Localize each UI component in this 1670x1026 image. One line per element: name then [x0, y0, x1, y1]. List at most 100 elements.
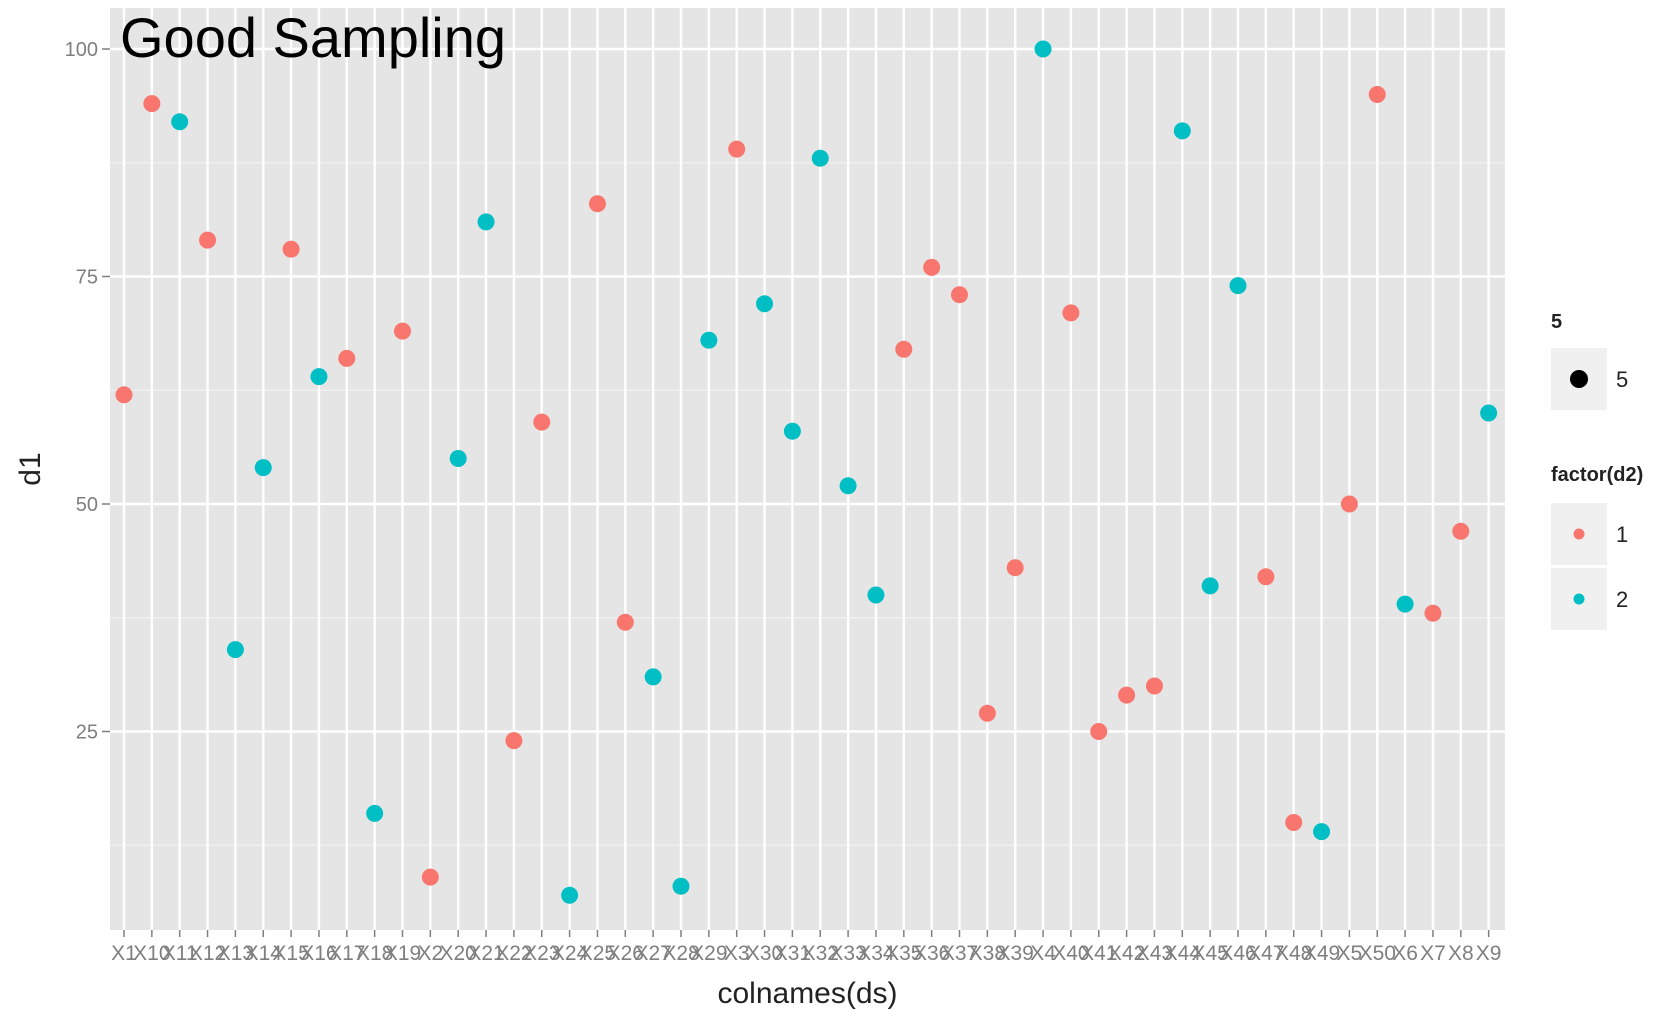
data-point: [1424, 604, 1442, 622]
data-point: [505, 732, 523, 750]
data-point: [616, 613, 634, 631]
x-tick-label: X44: [1164, 942, 1202, 965]
data-point: [756, 295, 774, 313]
x-tick-label: X43: [1136, 942, 1173, 965]
data-point: [1090, 723, 1108, 740]
data-point: [1480, 404, 1498, 422]
data-point: [978, 704, 996, 722]
data-point: [199, 231, 217, 249]
x-tick-label: X39: [997, 942, 1034, 965]
data-point: [226, 641, 244, 659]
data-point: [951, 286, 968, 304]
data-point: [1145, 677, 1163, 695]
x-tick-label: X50: [1359, 942, 1396, 965]
grid-lines: [110, 8, 1505, 930]
data-point: [254, 459, 272, 477]
data-point: [1118, 686, 1136, 704]
data-point: [143, 95, 161, 113]
data-point: [588, 195, 606, 213]
data-point: [1173, 122, 1191, 140]
x-tick-label: X37: [941, 942, 978, 965]
legend-size-title: 5: [1551, 311, 1562, 333]
x-tick-label: X9: [1476, 942, 1502, 965]
x-tick-label: X23: [523, 942, 560, 965]
data-point: [171, 113, 189, 131]
x-tick-label: X7: [1420, 942, 1446, 965]
data-point: [839, 477, 857, 495]
plot-panel: [110, 8, 1505, 930]
x-axis: X1X10X11X12X13X14X15X16X17X18X19X2X20X21…: [111, 930, 1501, 965]
data-point: [477, 213, 495, 231]
data-point: [783, 422, 801, 440]
x-tick-label: X42: [1108, 942, 1145, 965]
x-tick-label: X38: [969, 942, 1006, 965]
x-tick-label: X17: [328, 942, 365, 965]
legend-color-marker-2: [1573, 593, 1585, 605]
data-point: [1062, 304, 1080, 322]
x-tick-label: X16: [300, 942, 337, 965]
legend-color-marker-1: [1573, 528, 1585, 540]
data-points: [115, 40, 1498, 904]
data-point: [1313, 823, 1331, 841]
x-tick-label: X2: [418, 942, 444, 965]
x-tick-label: X8: [1448, 942, 1474, 965]
overlay-title: Good Sampling: [120, 6, 507, 69]
data-point: [449, 450, 467, 467]
x-tick-label: X33: [829, 942, 866, 965]
data-point: [561, 886, 579, 904]
data-point: [644, 668, 662, 686]
y-axis: 25 50 75 100: [65, 39, 110, 744]
data-point: [728, 140, 746, 158]
x-tick-label: X28: [662, 942, 699, 965]
x-tick-label: X49: [1303, 942, 1340, 965]
x-tick-label: X29: [690, 942, 727, 965]
x-tick-label: X11: [162, 942, 198, 965]
data-point: [1006, 559, 1024, 577]
legend-color-label-1: 1: [1616, 522, 1628, 547]
data-point: [310, 368, 328, 386]
data-point: [672, 877, 690, 895]
x-tick-label: X34: [857, 942, 895, 965]
x-tick-label: X26: [607, 942, 644, 965]
x-tick-label: X41: [1080, 942, 1117, 965]
data-point: [338, 349, 356, 367]
x-axis-title: colnames(ds): [717, 977, 897, 1010]
y-tick-label: 25: [76, 722, 98, 744]
legend-color-label-2: 2: [1616, 587, 1628, 612]
data-point: [700, 331, 718, 349]
data-point: [394, 322, 411, 340]
data-point: [1285, 814, 1303, 831]
x-tick-label: X3: [724, 942, 750, 965]
legend-size-label: 5: [1616, 367, 1628, 392]
legend: 5 5 factor(d2) 1 2: [1551, 311, 1643, 630]
x-tick-label: X15: [272, 942, 309, 965]
x-tick-label: X10: [133, 942, 170, 965]
x-tick-label: X36: [913, 942, 950, 965]
x-tick-label: X35: [885, 942, 922, 965]
data-point: [895, 340, 913, 358]
x-tick-label: X1: [111, 942, 137, 965]
data-point: [1452, 522, 1470, 540]
x-tick-label: X19: [384, 942, 421, 965]
x-tick-label: X30: [746, 942, 783, 965]
x-tick-label: X40: [1052, 942, 1089, 965]
x-tick-label: X32: [802, 942, 839, 965]
data-point: [533, 413, 551, 431]
data-point: [366, 804, 384, 822]
data-point: [1034, 40, 1052, 58]
y-tick-label: 75: [76, 267, 98, 289]
data-point: [115, 386, 133, 404]
x-tick-label: X14: [245, 942, 283, 965]
x-tick-label: X5: [1337, 942, 1363, 965]
data-point: [1201, 577, 1219, 595]
x-tick-label: X47: [1247, 942, 1284, 965]
x-tick-label: X48: [1275, 942, 1312, 965]
legend-color-title: factor(d2): [1551, 464, 1643, 486]
x-tick-label: X27: [634, 942, 671, 965]
x-tick-label: X6: [1392, 942, 1418, 965]
data-point: [1368, 86, 1386, 103]
data-point: [282, 240, 300, 258]
x-tick-label: X22: [495, 942, 532, 965]
x-tick-label: X46: [1219, 942, 1256, 965]
